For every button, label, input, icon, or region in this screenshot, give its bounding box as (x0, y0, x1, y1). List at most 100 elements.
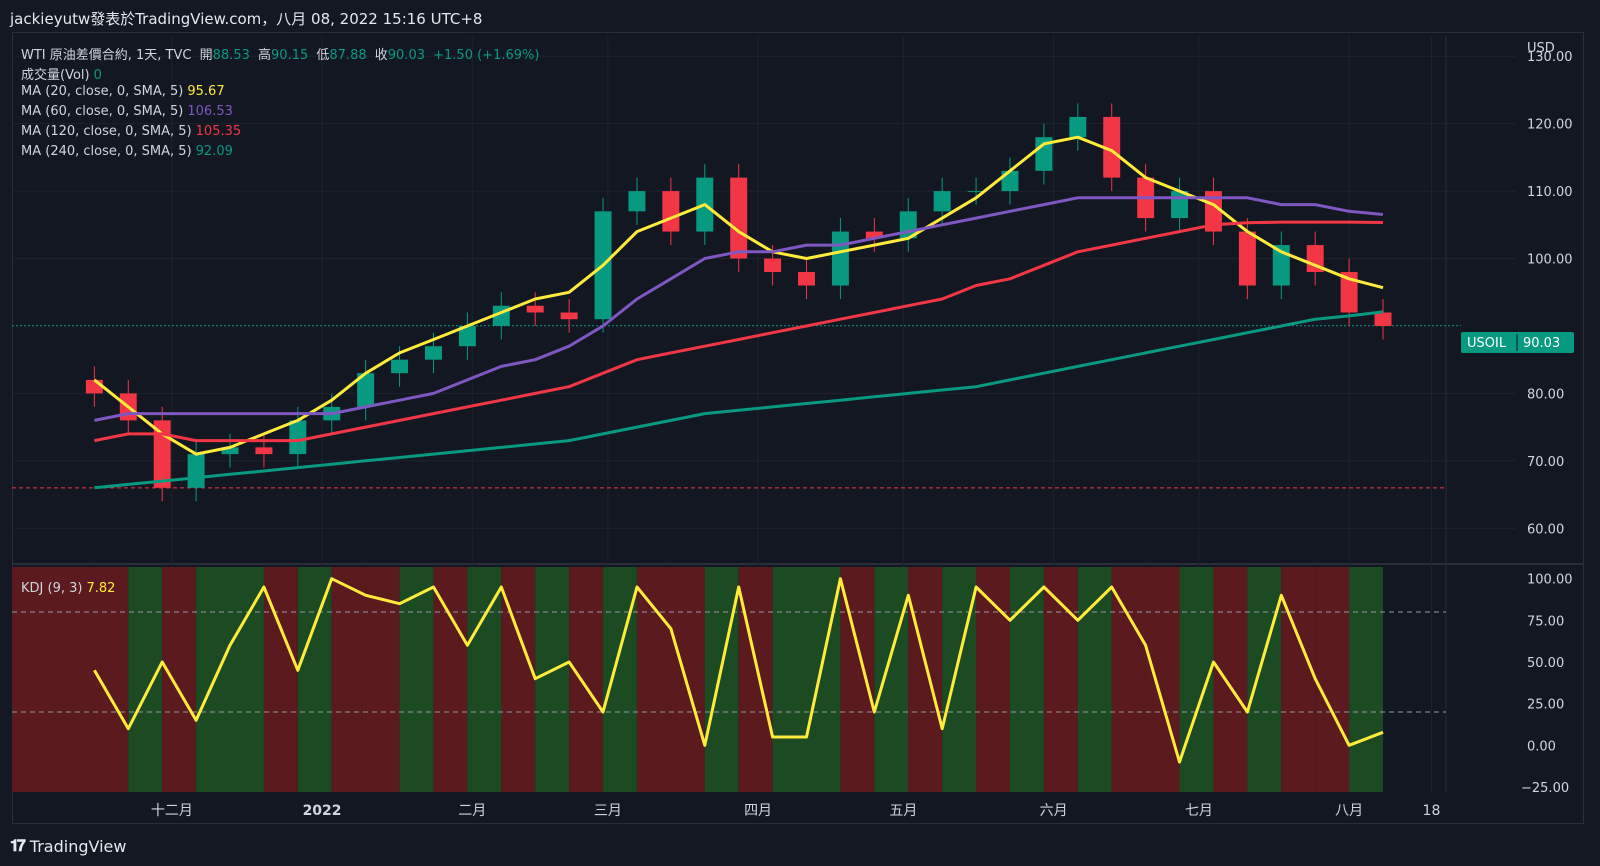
kdj-zone (1281, 567, 1316, 792)
price-tick-label: 100.00 (1527, 253, 1573, 268)
time-axis[interactable]: 十二月 2022 二月 三月 四月 五月 六月 七月 八月 18 (151, 803, 1441, 819)
price-tick-label: 110.00 (1527, 185, 1573, 200)
candle (899, 197, 917, 252)
time-tick-label: 七月 (1185, 803, 1213, 819)
time-tick-label: 四月 (744, 803, 772, 819)
candle-body (730, 177, 748, 259)
candle (1374, 299, 1392, 340)
ma240-label: MA (240, close, 0, SMA, 5) (21, 144, 192, 159)
kdj-zone (467, 567, 502, 792)
kdj-zone (535, 567, 570, 792)
candle (628, 177, 646, 225)
kdj-zone (297, 567, 332, 792)
candle-body (798, 272, 815, 286)
kdj-tick-label: 100.00 (1527, 573, 1573, 588)
price-axis[interactable]: USD 130.00 120.00 110.00 100.00 80.00 70.00 60… (1527, 41, 1573, 537)
candle-body (255, 447, 273, 455)
candle-body (1340, 272, 1358, 313)
kdj-axis[interactable]: 100.00 75.00 50.00 25.00 0.00 −25.00 (1521, 573, 1573, 796)
candle-body (458, 325, 476, 347)
symbol-name: WTI 原油差價合約, 1天, TVC (21, 48, 192, 63)
volume-legend[interactable]: 成交量(Vol) 0 (21, 64, 106, 83)
ma20-label: MA (20, close, 0, SMA, 5) (21, 84, 184, 99)
volume-label: 成交量(Vol) (21, 68, 90, 83)
kdj-line (93, 577, 1384, 764)
candle (1306, 231, 1324, 286)
candle-body (221, 447, 239, 455)
kdj-zone (738, 567, 773, 792)
time-tick-label: 二月 (458, 803, 486, 819)
candle (662, 177, 680, 246)
ma240-line (94, 310, 1384, 490)
candle-body (662, 191, 680, 232)
candle-body (1374, 312, 1392, 326)
low-label: 低 (316, 48, 330, 63)
kdj-zone (1213, 567, 1248, 792)
kdj-zone (670, 567, 705, 792)
ma60-value: 106.53 (187, 104, 233, 119)
high-value: 90.15 (271, 48, 309, 63)
change-value: +1.50 (+1.69%) (433, 48, 540, 63)
candle-body (967, 191, 985, 193)
time-tick-label: 18 (1423, 803, 1441, 819)
kdj-k-line (93, 577, 1384, 764)
ma60-legend[interactable]: MA (60, close, 0, SMA, 5) 106.53 (21, 104, 237, 119)
candle (458, 312, 476, 360)
kdj-zone (1247, 567, 1282, 792)
kdj-zone (636, 567, 671, 792)
candle-body (865, 231, 883, 239)
tradingview-logo-icon: 𝟏𝟕 (10, 836, 26, 855)
last-price-tag: USOIL 90.03 (1461, 332, 1574, 353)
ma120-line (94, 220, 1384, 443)
last-price-value: 90.03 (1523, 336, 1560, 351)
candle (967, 177, 985, 205)
candle (798, 258, 815, 299)
kdj-zone (365, 567, 400, 792)
kdj-tick-label: 25.00 (1527, 698, 1564, 713)
kdj-zone (942, 567, 977, 792)
kdj-tick-label: 50.00 (1527, 656, 1564, 671)
kdj-zone (569, 567, 604, 792)
price-tick-label: 60.00 (1527, 522, 1564, 537)
candle-body (560, 312, 578, 320)
main-legend[interactable]: WTI 原油差價合約, 1天, TVC 開88.53 高90.15 低87.88… (21, 44, 543, 63)
ma120-legend[interactable]: MA (120, close, 0, SMA, 5) 105.35 (21, 124, 245, 139)
time-tick-label: 八月 (1335, 803, 1363, 819)
kdj-zone (230, 567, 264, 792)
candle (85, 366, 103, 407)
kdj-zone (433, 567, 468, 792)
candle-body (526, 305, 544, 313)
time-tick-label: 五月 (889, 803, 917, 819)
candle (730, 164, 748, 273)
time-tick-label: 十二月 (151, 803, 193, 819)
candle (289, 406, 307, 468)
kdj-zone (1077, 567, 1112, 792)
candle-body (628, 191, 646, 212)
candle-body (1171, 191, 1189, 219)
last-price-symbol: USOIL (1467, 336, 1507, 351)
candle-body (1069, 116, 1087, 138)
ma20-legend[interactable]: MA (20, close, 0, SMA, 5) 95.67 (21, 84, 229, 99)
candle (1103, 103, 1121, 192)
ma60-label: MA (60, close, 0, SMA, 5) (21, 104, 184, 119)
kdj-tick-label: 0.00 (1527, 739, 1556, 754)
kdj-value: 7.82 (86, 581, 116, 596)
kdj-zone (908, 567, 943, 792)
candle (1069, 103, 1087, 151)
kdj-zone (1315, 567, 1350, 792)
high-label: 高 (258, 48, 272, 63)
candle (560, 299, 578, 333)
kdj-zone (128, 567, 163, 792)
kdj-zone (1009, 567, 1044, 792)
kdj-zone (399, 567, 434, 792)
candle-body (1306, 245, 1324, 273)
volume-value: 0 (93, 68, 102, 83)
ma240-value: 92.09 (195, 144, 233, 159)
footer-brand[interactable]: 𝟏𝟕 TradingView (10, 836, 126, 856)
close-label: 收 (374, 48, 388, 63)
ma240-legend[interactable]: MA (240, close, 0, SMA, 5) 92.09 (21, 144, 237, 159)
kdj-legend[interactable]: KDJ (9, 3) 7.82 (21, 581, 119, 596)
candle (831, 218, 849, 299)
open-value: 88.53 (212, 48, 250, 63)
